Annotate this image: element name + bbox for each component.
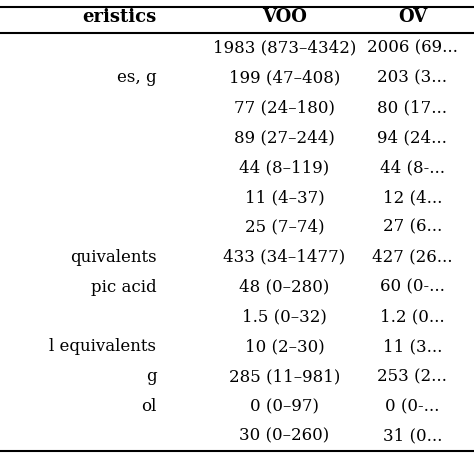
- Text: 31 (0...: 31 (0...: [383, 428, 442, 445]
- Text: 44 (8-...: 44 (8-...: [380, 159, 445, 176]
- Text: 10 (2–30): 10 (2–30): [245, 338, 324, 355]
- Text: ol: ol: [141, 398, 156, 415]
- Text: 77 (24–180): 77 (24–180): [234, 100, 335, 116]
- Text: pic acid: pic acid: [91, 279, 156, 295]
- Text: 30 (0–260): 30 (0–260): [239, 428, 329, 445]
- Text: 0 (0–97): 0 (0–97): [250, 398, 319, 415]
- Text: 203 (3...: 203 (3...: [377, 70, 447, 86]
- Text: 12 (4...: 12 (4...: [383, 189, 442, 206]
- Text: eristics: eristics: [82, 8, 156, 26]
- Text: 199 (47–408): 199 (47–408): [229, 70, 340, 86]
- Text: 2006 (69...: 2006 (69...: [367, 40, 458, 56]
- Text: 0 (0-...: 0 (0-...: [385, 398, 439, 415]
- Text: 27 (6...: 27 (6...: [383, 219, 442, 236]
- Text: 25 (7–74): 25 (7–74): [245, 219, 324, 236]
- Text: 285 (11–981): 285 (11–981): [229, 368, 340, 385]
- Text: 433 (34–1477): 433 (34–1477): [223, 249, 346, 265]
- Text: es, g: es, g: [117, 70, 156, 86]
- Text: OV: OV: [398, 8, 427, 26]
- Text: 1.2 (0...: 1.2 (0...: [380, 309, 445, 325]
- Text: 80 (17...: 80 (17...: [377, 100, 447, 116]
- Text: 1.5 (0–32): 1.5 (0–32): [242, 309, 327, 325]
- Text: l equivalents: l equivalents: [49, 338, 156, 355]
- Text: 1983 (873–4342): 1983 (873–4342): [213, 40, 356, 56]
- Text: 48 (0–280): 48 (0–280): [239, 279, 329, 295]
- Text: 44 (8–119): 44 (8–119): [239, 159, 329, 176]
- Text: 60 (0-...: 60 (0-...: [380, 279, 445, 295]
- Text: quivalents: quivalents: [70, 249, 156, 265]
- Text: 11 (3...: 11 (3...: [383, 338, 442, 355]
- Text: 94 (24...: 94 (24...: [377, 129, 447, 146]
- Text: 89 (27–244): 89 (27–244): [234, 129, 335, 146]
- Text: VOO: VOO: [262, 8, 307, 26]
- Text: 11 (4–37): 11 (4–37): [245, 189, 324, 206]
- Text: 427 (26...: 427 (26...: [372, 249, 453, 265]
- Text: 253 (2...: 253 (2...: [377, 368, 447, 385]
- Text: g: g: [146, 368, 156, 385]
